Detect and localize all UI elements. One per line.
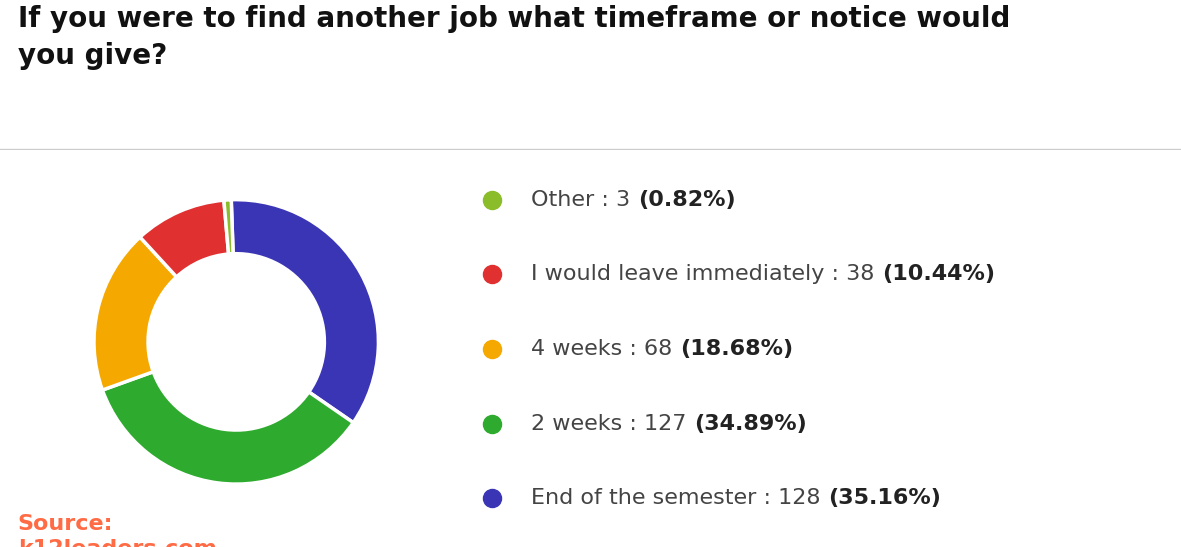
Wedge shape [103, 372, 353, 484]
Text: End of the semester : 128: End of the semester : 128 [531, 488, 828, 508]
Wedge shape [94, 237, 177, 390]
Wedge shape [141, 200, 229, 277]
Text: 2 weeks : 127: 2 weeks : 127 [531, 414, 694, 434]
Text: (18.68%): (18.68%) [680, 339, 792, 359]
Text: Other : 3: Other : 3 [531, 190, 638, 210]
Text: (0.82%): (0.82%) [638, 190, 736, 210]
Wedge shape [224, 200, 233, 254]
Text: If you were to find another job what timeframe or notice would
you give?: If you were to find another job what tim… [18, 5, 1010, 70]
Text: 4 weeks : 68: 4 weeks : 68 [531, 339, 680, 359]
Text: I would leave immediately : 38: I would leave immediately : 38 [531, 264, 882, 284]
Wedge shape [231, 200, 378, 423]
Text: (35.16%): (35.16%) [828, 488, 941, 508]
Text: (10.44%): (10.44%) [882, 264, 994, 284]
Text: (34.89%): (34.89%) [694, 414, 807, 434]
Text: Source:
k12leaders.com: Source: k12leaders.com [18, 514, 216, 547]
